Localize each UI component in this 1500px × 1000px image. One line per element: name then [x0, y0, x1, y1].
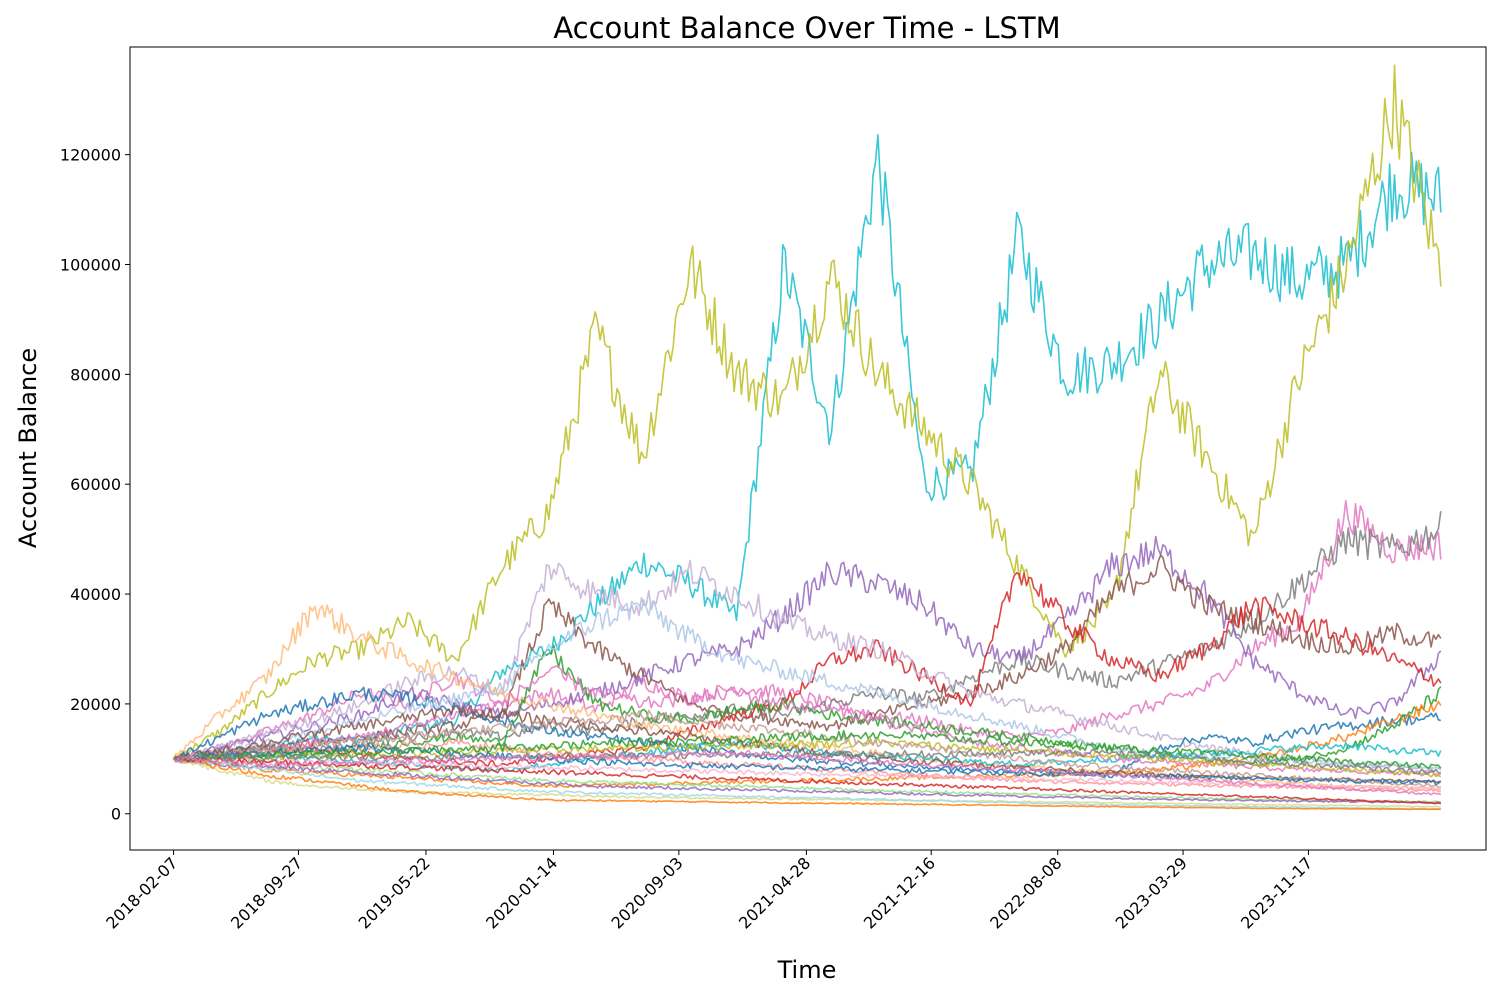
y-axis-label: Account Balance	[14, 348, 42, 548]
series-line	[173, 499, 1442, 762]
y-tick-label: 60000	[70, 475, 121, 494]
series-line	[173, 756, 1441, 805]
series-line	[173, 756, 1441, 808]
y-tick-label: 100000	[60, 256, 121, 275]
series-line	[173, 755, 1441, 805]
series-line	[173, 686, 1442, 777]
series-line	[173, 755, 1442, 790]
y-tick-label: 20000	[70, 695, 121, 714]
series-line	[172, 749, 1441, 796]
series-line	[172, 740, 1442, 773]
series-line	[173, 755, 1441, 810]
series-line	[173, 535, 1442, 762]
plot-frame	[129, 46, 1487, 851]
y-tick-label: 80000	[70, 365, 121, 384]
series-line	[173, 743, 1442, 786]
series-line	[173, 757, 1441, 811]
y-tick-label: 40000	[70, 585, 121, 604]
y-tick-label: 120000	[60, 146, 121, 165]
series-line	[173, 756, 1441, 804]
series-line	[173, 64, 1442, 760]
y-tick-label: 0	[111, 805, 121, 824]
series-group	[172, 64, 1442, 811]
y-axis: 0 20000 40000 60000 80000 100000 120000	[60, 146, 130, 824]
series-line	[173, 748, 1441, 775]
x-axis-label: Time	[777, 956, 837, 984]
chart-title: Account Balance Over Time - LSTM	[553, 11, 1060, 45]
series-line	[173, 729, 1442, 770]
series-line	[173, 665, 1441, 778]
series-line	[173, 571, 1442, 768]
series-line	[173, 598, 1441, 770]
series-line	[172, 604, 1441, 791]
